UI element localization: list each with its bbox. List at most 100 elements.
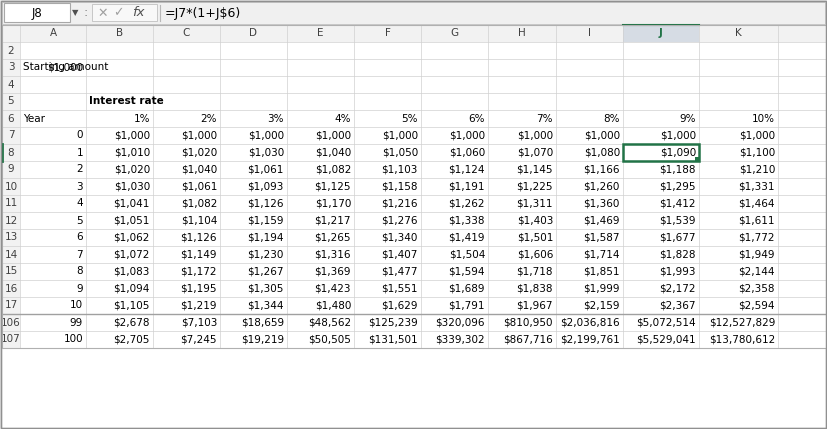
Text: $1,501: $1,501 [517, 233, 553, 242]
Text: 4: 4 [76, 199, 83, 208]
Text: 12: 12 [4, 215, 17, 226]
Text: $2,678: $2,678 [113, 317, 150, 327]
Text: $1,305: $1,305 [247, 284, 284, 293]
Text: $1,967: $1,967 [517, 300, 553, 311]
Bar [623, 144, 699, 161]
Text: $1,194: $1,194 [247, 233, 284, 242]
Text: $1,125: $1,125 [314, 181, 351, 191]
Text: $131,501: $131,501 [368, 335, 418, 344]
Text: $1,000: $1,000 [181, 130, 217, 141]
Text: $1,217: $1,217 [314, 215, 351, 226]
Text: $1,587: $1,587 [584, 233, 620, 242]
Text: $2,144: $2,144 [739, 266, 775, 277]
Text: $1,216: $1,216 [381, 199, 418, 208]
Text: $1,611: $1,611 [739, 215, 775, 226]
Text: $1,262: $1,262 [448, 199, 485, 208]
Text: $1,040: $1,040 [181, 164, 217, 175]
Text: $1,170: $1,170 [314, 199, 351, 208]
Text: Interest rate: Interest rate [89, 97, 164, 106]
Text: 11: 11 [4, 199, 17, 208]
Text: $1,260: $1,260 [584, 181, 620, 191]
Text: 6: 6 [7, 114, 14, 124]
Text: $810,950: $810,950 [504, 317, 553, 327]
Text: $1,464: $1,464 [739, 199, 775, 208]
Text: $1,124: $1,124 [448, 164, 485, 175]
Text: 1: 1 [76, 148, 83, 157]
Text: $1,000: $1,000 [382, 130, 418, 141]
Text: 7: 7 [76, 250, 83, 260]
Text: $1,360: $1,360 [584, 199, 620, 208]
Text: $1,469: $1,469 [584, 215, 620, 226]
Text: D: D [250, 28, 257, 39]
Text: $1,082: $1,082 [314, 164, 351, 175]
Text: $867,716: $867,716 [504, 335, 553, 344]
Text: $1,369: $1,369 [314, 266, 351, 277]
Bar [623, 25, 699, 42]
Text: $1,040: $1,040 [315, 148, 351, 157]
Bar [2, 25, 826, 348]
Text: $1,188: $1,188 [659, 164, 696, 175]
Text: 10%: 10% [752, 114, 775, 124]
Text: B: B [116, 28, 123, 39]
Bar [2, 25, 826, 42]
Text: $1,629: $1,629 [381, 300, 418, 311]
Text: $1,606: $1,606 [517, 250, 553, 260]
Text: $5,072,514: $5,072,514 [636, 317, 696, 327]
Text: C: C [183, 28, 190, 39]
Text: 5: 5 [76, 215, 83, 226]
Text: $1,344: $1,344 [247, 300, 284, 311]
Text: $18,659: $18,659 [241, 317, 284, 327]
Text: $1,423: $1,423 [314, 284, 351, 293]
Text: $1,060: $1,060 [449, 148, 485, 157]
Text: 7: 7 [7, 130, 14, 141]
Text: $1,050: $1,050 [382, 148, 418, 157]
Text: F: F [385, 28, 390, 39]
Text: 3%: 3% [267, 114, 284, 124]
Text: 8: 8 [7, 148, 14, 157]
Text: 0: 0 [77, 130, 83, 141]
Text: $1,051: $1,051 [113, 215, 150, 226]
Text: A: A [50, 28, 56, 39]
Text: $1,677: $1,677 [659, 233, 696, 242]
Text: $1,061: $1,061 [247, 164, 284, 175]
Text: $1,083: $1,083 [113, 266, 150, 277]
Text: $1,851: $1,851 [584, 266, 620, 277]
Text: $1,504: $1,504 [448, 250, 485, 260]
Text: $1,267: $1,267 [247, 266, 284, 277]
Text: $13,780,612: $13,780,612 [709, 335, 775, 344]
Text: $1,219: $1,219 [180, 300, 217, 311]
Text: fx: fx [131, 6, 144, 19]
Text: $1,949: $1,949 [739, 250, 775, 260]
Text: $1,030: $1,030 [114, 181, 150, 191]
Text: $1,295: $1,295 [659, 181, 696, 191]
Text: $1,331: $1,331 [739, 181, 775, 191]
Text: $1,000: $1,000 [114, 130, 150, 141]
Text: $1,191: $1,191 [448, 181, 485, 191]
Text: $1,419: $1,419 [448, 233, 485, 242]
Text: Year: Year [23, 114, 45, 124]
Text: 2%: 2% [200, 114, 217, 124]
Text: $2,705: $2,705 [113, 335, 150, 344]
Text: $1,159: $1,159 [247, 215, 284, 226]
Text: $12,527,829: $12,527,829 [709, 317, 775, 327]
Text: 3: 3 [7, 63, 14, 73]
Text: $1,072: $1,072 [113, 250, 150, 260]
Text: $1,338: $1,338 [448, 215, 485, 226]
Text: $1,316: $1,316 [314, 250, 351, 260]
Text: 9%: 9% [680, 114, 696, 124]
Text: I: I [588, 28, 591, 39]
Text: $1,082: $1,082 [180, 199, 217, 208]
Text: 1%: 1% [133, 114, 150, 124]
Bar [2, 25, 20, 348]
Text: 5%: 5% [401, 114, 418, 124]
Text: $1,094: $1,094 [113, 284, 150, 293]
Text: $1,104: $1,104 [180, 215, 217, 226]
Text: $1,000: $1,000 [47, 63, 83, 73]
Text: ▼: ▼ [72, 9, 79, 18]
Text: $2,358: $2,358 [739, 284, 775, 293]
Text: $7,245: $7,245 [180, 335, 217, 344]
Text: 15: 15 [4, 266, 17, 277]
Text: 8: 8 [76, 266, 83, 277]
Text: $1,062: $1,062 [113, 233, 150, 242]
Text: $1,149: $1,149 [180, 250, 217, 260]
